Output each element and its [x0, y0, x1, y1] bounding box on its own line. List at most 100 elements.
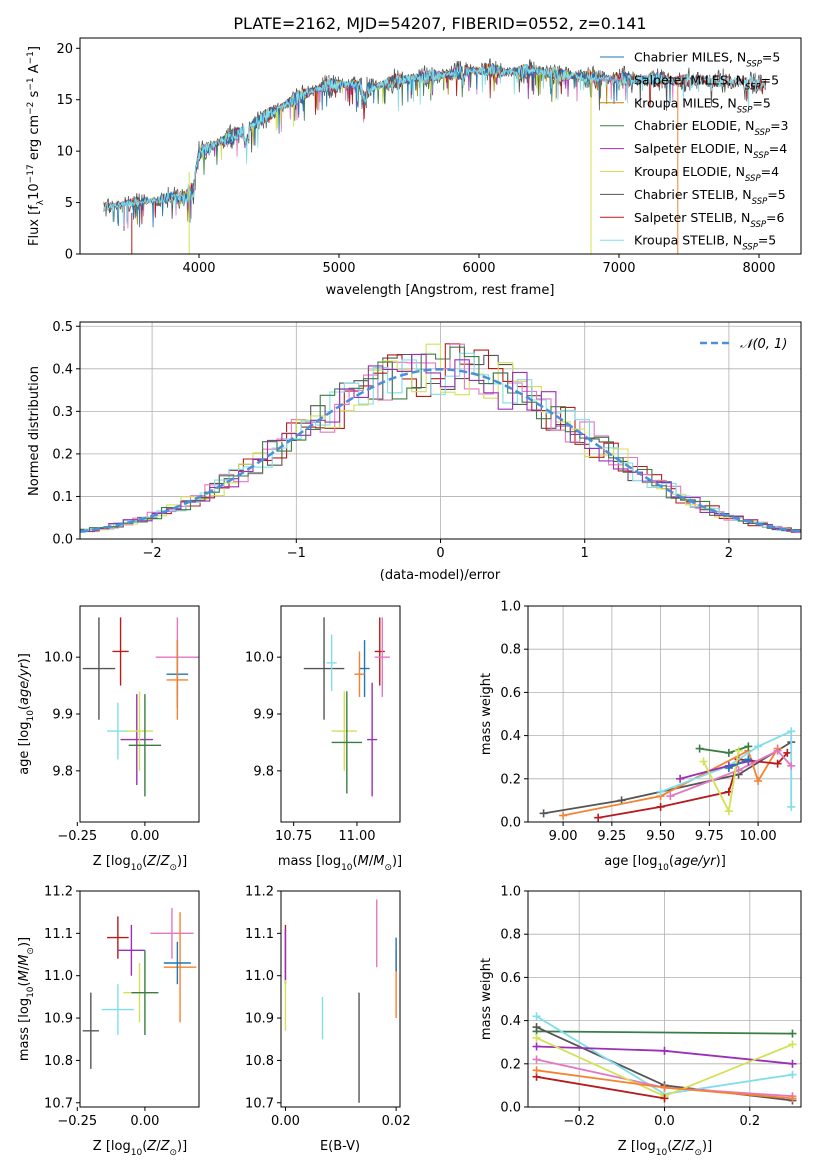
spectrum-ylabel-part: −17	[26, 164, 36, 183]
label-italic: M	[17, 955, 32, 966]
residual-xlabel: (data-model)/error	[380, 568, 501, 583]
residual-xtick-label: 0	[436, 546, 444, 561]
residual-ytick-label: 0.5	[52, 320, 73, 335]
residual-legend: 𝒩(0, 1)	[700, 337, 787, 352]
legend-label-sub: SSP	[753, 151, 769, 161]
ytick-label: 10.8	[44, 1054, 73, 1069]
legend-label-base: Salpeter ELODIE, N	[634, 141, 753, 156]
label-italic: Z	[160, 854, 171, 869]
ytick-label: 10.7	[245, 1096, 274, 1111]
spectrum-line-8	[103, 63, 767, 224]
label-part: (	[353, 854, 358, 869]
label-part: (	[17, 705, 32, 710]
weight-line-4	[670, 749, 792, 797]
spectrum-ylabel-part: A	[27, 64, 42, 77]
weight-vs-age-ylabel: mass weight	[479, 673, 494, 755]
normal-legend-label: 𝒩(0, 1)	[740, 337, 787, 352]
label-part: )]	[17, 653, 32, 663]
weight-line-0	[536, 1030, 793, 1035]
spectrum-xtick-label: 5000	[322, 261, 355, 276]
xtick-label: 0.00	[130, 829, 159, 844]
ytick-label: 0.4	[500, 729, 521, 744]
label-part: (	[17, 981, 32, 986]
ytick-label: 11.2	[245, 885, 274, 900]
ytick-label: 9.9	[52, 708, 73, 723]
ytick-label: 0.8	[500, 928, 521, 943]
spectrum-ylabel: Flux [fλ10−17 erg cm−2 s−1 A−1]	[26, 46, 46, 246]
residual-ytick-label: 0.4	[52, 362, 73, 377]
xtick-label: −0.25	[57, 829, 97, 844]
spectrum-lines	[103, 58, 767, 254]
label-part: /	[156, 854, 161, 869]
residual-xtick-label: 2	[725, 546, 733, 561]
residual-ytick-label: 0.1	[52, 490, 73, 505]
xtick-label: −0.25	[57, 1114, 97, 1129]
label-part: (	[142, 1139, 147, 1154]
label-sub: ⊙	[169, 863, 177, 873]
age-vs-Z-xlabel: Z [log10(Z/Z⊙)]	[93, 854, 187, 873]
label-part: )]	[177, 1139, 187, 1154]
label-italic: Z	[685, 1139, 696, 1154]
label-sub: ⊙	[694, 1148, 702, 1158]
label-part: Z	[671, 1139, 682, 1154]
spectrum-title: PLATE=2162, MJD=54207, FIBERID=0552, z=0…	[233, 14, 646, 33]
ytick-label: 11.1	[44, 927, 73, 942]
legend-label-8: Kroupa STELIB, NSSP=5	[634, 233, 776, 253]
residual-ytick-label: 0.2	[52, 447, 73, 462]
spectrum-frame	[79, 37, 802, 255]
legend-label-base: Chabrier STELIB, N	[634, 187, 752, 202]
ytick-label: 0.4	[500, 1014, 521, 1029]
weight-line-8	[728, 758, 749, 769]
residual-steps	[80, 343, 801, 534]
label-part: mass weight	[479, 958, 494, 1040]
spectrum-panel: PLATE=2162, MJD=54207, FIBERID=0552, z=0…	[26, 14, 802, 298]
errorbars	[284, 899, 397, 1103]
weight-vs-Z-xlabel: Z [log10(Z/Z⊙)]	[618, 1139, 712, 1158]
legend-label-sub: SSP	[737, 105, 753, 115]
weight-line-6	[536, 1075, 665, 1100]
spectrum-ylabel-part: s	[27, 90, 42, 101]
label-part: mass [	[278, 854, 321, 869]
xtick-label: 9.25	[597, 829, 626, 844]
label-part: mass [	[17, 1018, 32, 1061]
legend-label-tail: =5	[758, 233, 776, 248]
label-part: (	[142, 854, 147, 869]
ytick-label: 9.9	[253, 708, 274, 723]
legend-label-3: Chabrier ELODIE, NSSP=3	[634, 118, 789, 138]
label-part: )]	[702, 1139, 712, 1154]
label-part: Z	[146, 1139, 157, 1154]
label-part: )]	[716, 854, 726, 869]
ytick-label: 0.2	[500, 772, 521, 787]
legend-label-tail: =6	[766, 210, 784, 225]
ytick-label: 10.0	[44, 651, 73, 666]
legend-label-base: Salpeter STELIB, N	[634, 210, 750, 225]
xtick-label: 0.00	[130, 1114, 159, 1129]
residual-hist-5	[80, 346, 801, 532]
legend-label-6: Chabrier STELIB, NSSP=5	[634, 187, 786, 207]
label-part: )]	[392, 854, 402, 869]
weight-vs-age-xlabel: age [log10(age/yr)]	[604, 854, 726, 873]
label-sub: 10	[657, 863, 669, 873]
spectrum-xtick-label: 8000	[742, 261, 775, 276]
label-part: (	[669, 854, 674, 869]
legend-label-base: Kroupa STELIB, N	[634, 233, 742, 248]
legend-label-tail: =5	[767, 187, 785, 202]
legend-label-5: Kroupa ELODIE, NSSP=4	[634, 164, 779, 184]
spectrum-ylabel-part: 10	[27, 183, 42, 200]
ytick-label: 10.7	[44, 1096, 73, 1111]
ytick-label: 0.8	[500, 643, 521, 658]
ytick-label: 11.0	[44, 969, 73, 984]
spectrum-ylabel-part: −1	[26, 77, 36, 90]
legend-label-sub: SSP	[746, 60, 762, 70]
errorbars	[82, 617, 199, 797]
label-part: /	[369, 854, 374, 869]
legend-label-2: Kroupa MILES, NSSP=5	[634, 95, 771, 115]
label-part: /	[156, 1139, 161, 1154]
xtick-label: 9.50	[646, 829, 675, 844]
label-sub: 10	[656, 1148, 668, 1158]
legend-label-tail: =3	[770, 118, 788, 133]
legend-label-base: Chabrier MILES, N	[634, 50, 746, 65]
legend-label-sub: SSP	[745, 174, 761, 184]
